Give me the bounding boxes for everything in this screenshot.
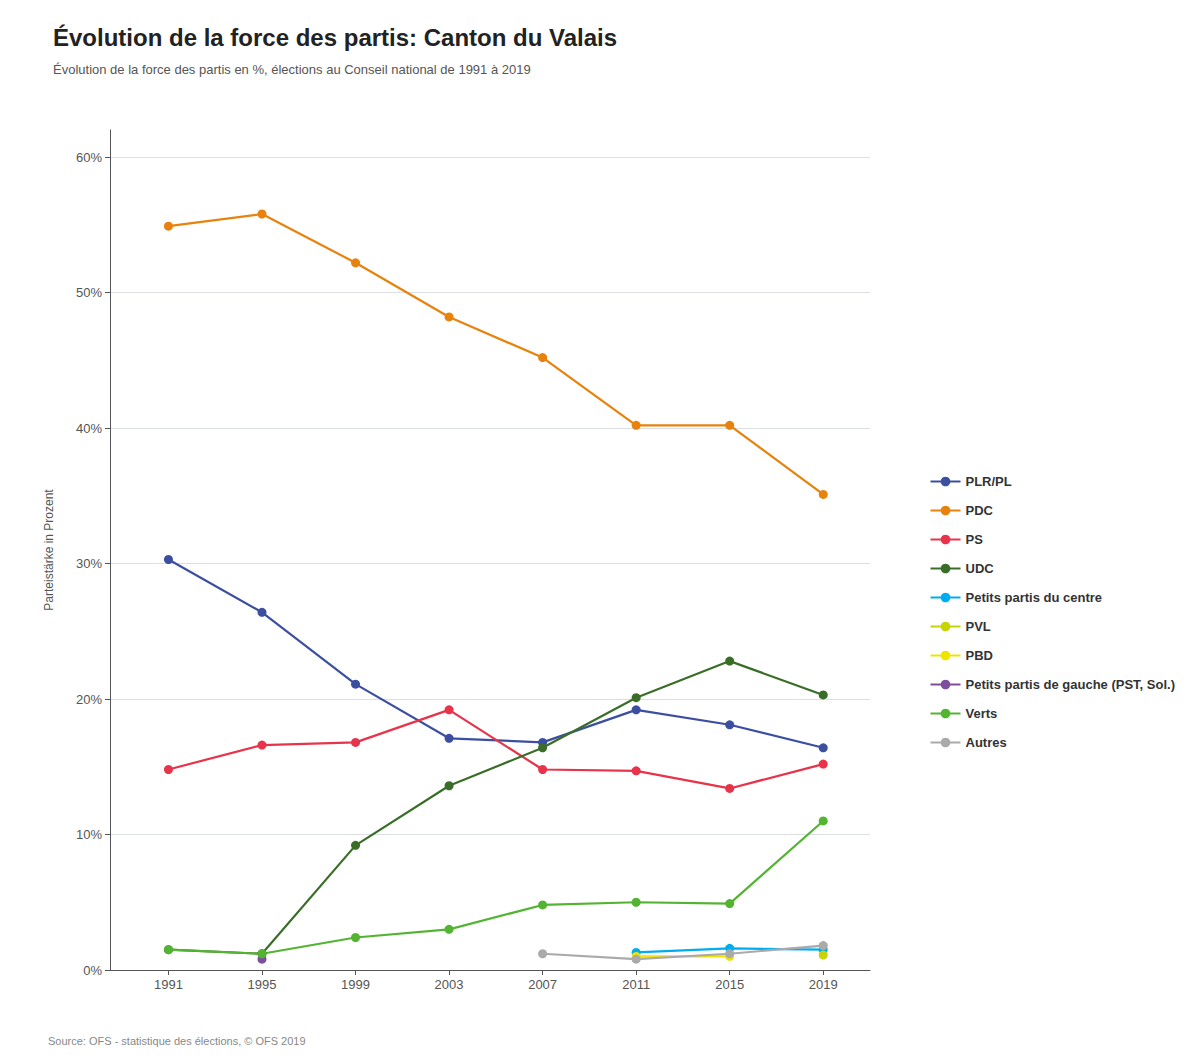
svg-text:2019: 2019 [809,977,838,992]
svg-text:10%: 10% [76,827,102,842]
svg-text:PLR/PL: PLR/PL [966,474,1012,489]
svg-text:30%: 30% [76,556,102,571]
svg-text:Petits partis de gauche (PST,: Petits partis de gauche (PST, Sol.) [966,677,1176,692]
svg-text:20%: 20% [76,692,102,707]
svg-text:1999: 1999 [341,977,370,992]
svg-text:UDC: UDC [966,561,995,576]
svg-text:Petits partis du centre: Petits partis du centre [966,590,1103,605]
svg-text:60%: 60% [76,150,102,165]
svg-text:PVL: PVL [966,619,991,634]
svg-text:PS: PS [966,532,984,547]
svg-text:2003: 2003 [435,977,464,992]
svg-text:1991: 1991 [154,977,183,992]
svg-text:50%: 50% [76,285,102,300]
svg-text:0%: 0% [83,963,102,978]
svg-text:2007: 2007 [528,977,557,992]
svg-text:Verts: Verts [966,706,998,721]
svg-text:Autres: Autres [966,735,1007,750]
svg-text:PDC: PDC [966,503,994,518]
svg-text:Évolution de la force des part: Évolution de la force des partis: Canton… [53,24,617,51]
svg-text:Parteistärke in Prozent: Parteistärke in Prozent [42,489,56,611]
svg-text:40%: 40% [76,421,102,436]
svg-text:Évolution de la force des part: Évolution de la force des partis en %, é… [53,62,531,77]
svg-text:Source: OFS - statistique des: Source: OFS - statistique des élections,… [48,1035,306,1047]
svg-text:2011: 2011 [622,977,650,992]
svg-text:PBD: PBD [966,648,993,663]
svg-text:1995: 1995 [248,977,277,992]
svg-text:2015: 2015 [715,977,744,992]
